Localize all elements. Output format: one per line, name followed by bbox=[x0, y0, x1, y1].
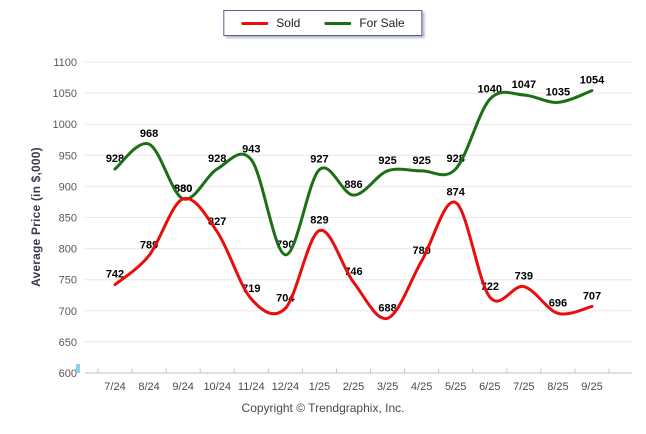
x-tick-label: 11/24 bbox=[238, 381, 265, 393]
point-label: 780 bbox=[412, 245, 430, 257]
x-tick-label: 4/25 bbox=[411, 381, 432, 393]
point-label: 1040 bbox=[478, 83, 502, 95]
x-tick-label: 12/24 bbox=[272, 381, 300, 393]
legend: Sold For Sale bbox=[223, 10, 423, 36]
point-label: 1035 bbox=[546, 86, 570, 98]
point-label: 968 bbox=[140, 128, 158, 140]
point-label: 927 bbox=[310, 154, 328, 166]
y-tick-label: 1000 bbox=[53, 119, 77, 131]
legend-item-sold[interactable]: Sold bbox=[241, 16, 300, 30]
point-label: 928 bbox=[208, 153, 226, 165]
x-tick-label: 5/25 bbox=[445, 381, 466, 393]
legend-label-sold: Sold bbox=[276, 16, 301, 30]
x-tick-label: 7/24 bbox=[104, 381, 125, 393]
x-tick-label: 9/25 bbox=[581, 381, 602, 393]
point-label: 707 bbox=[583, 290, 601, 302]
series-line-for-sale bbox=[113, 89, 594, 257]
y-tick-label: 900 bbox=[59, 181, 77, 193]
point-label: 928 bbox=[106, 153, 124, 165]
x-tick-label: 6/25 bbox=[479, 381, 500, 393]
y-tick-label: 650 bbox=[59, 337, 77, 349]
point-label: 1047 bbox=[512, 79, 536, 91]
point-label: 742 bbox=[106, 269, 124, 281]
point-label: 925 bbox=[378, 155, 396, 167]
point-label: 943 bbox=[242, 144, 260, 156]
legend-item-for-sale[interactable]: For Sale bbox=[324, 16, 405, 30]
x-tick-label: 8/25 bbox=[547, 381, 568, 393]
for-sale-line-swatch bbox=[324, 21, 352, 25]
y-tick-label: 750 bbox=[59, 275, 77, 287]
x-tick-label: 8/24 bbox=[138, 381, 159, 393]
x-tick-label: 9/24 bbox=[172, 381, 193, 393]
y-tick-label: 850 bbox=[59, 213, 77, 225]
point-label: 880 bbox=[174, 183, 192, 195]
point-label: 739 bbox=[515, 271, 533, 283]
y-tick-label: 950 bbox=[59, 150, 77, 162]
x-tick-label: 7/25 bbox=[513, 381, 534, 393]
y-tick-label: 800 bbox=[59, 244, 77, 256]
x-tick-label: 10/24 bbox=[203, 381, 231, 393]
point-label: 688 bbox=[378, 302, 396, 314]
point-label: 886 bbox=[344, 179, 362, 191]
copyright-text: Copyright © Trendgraphix, Inc. bbox=[241, 401, 405, 415]
point-label: 880 bbox=[174, 183, 192, 195]
x-tick-label: 2/25 bbox=[343, 381, 364, 393]
y-axis-title: Average Price (in $,000) bbox=[29, 147, 43, 287]
y-tick-label: 1100 bbox=[53, 57, 77, 69]
point-label: 696 bbox=[549, 297, 567, 309]
y-tick-label: 600 bbox=[59, 368, 77, 380]
point-label: 874 bbox=[447, 187, 466, 199]
legend-label-for-sale: For Sale bbox=[359, 16, 405, 30]
y-tick-label: 1050 bbox=[53, 88, 77, 100]
y-tick-label: 700 bbox=[59, 306, 77, 318]
sold-line-swatch bbox=[241, 21, 269, 25]
point-label: 1054 bbox=[580, 75, 605, 87]
x-tick-label: 1/25 bbox=[309, 381, 330, 393]
x-tick-label: 3/25 bbox=[377, 381, 398, 393]
point-label: 829 bbox=[310, 215, 328, 227]
point-label: 925 bbox=[412, 155, 430, 167]
axis-origin-marker bbox=[76, 364, 80, 373]
series-line-sold bbox=[113, 196, 594, 320]
